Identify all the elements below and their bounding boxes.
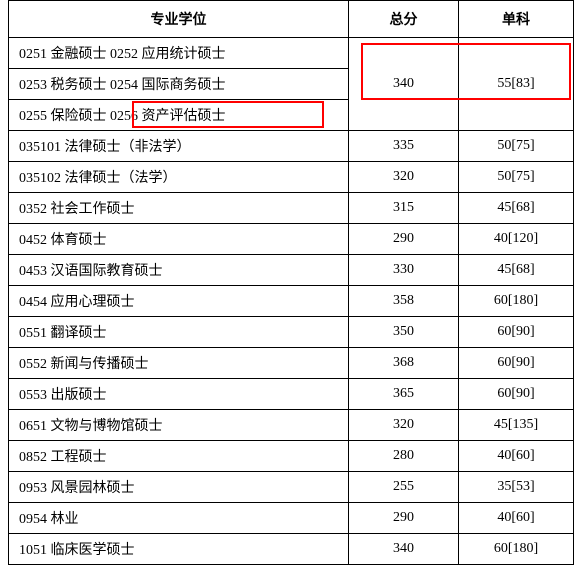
cell-major: 0452 体育硕士 xyxy=(9,224,349,255)
group-total: 340 xyxy=(349,38,459,131)
cell-total: 290 xyxy=(349,224,459,255)
cell-total: 290 xyxy=(349,503,459,534)
table-row: 0651 文物与博物馆硕士 320 45[135] xyxy=(9,410,574,441)
header-total: 总分 xyxy=(349,1,459,38)
table-row: 0552 新闻与传播硕士 368 60[90] xyxy=(9,348,574,379)
cell-sub: 60[180] xyxy=(459,534,574,565)
score-table: 专业学位 总分 单科 0251 金融硕士 0252 应用统计硕士 340 55[… xyxy=(8,0,574,565)
cell-total: 335 xyxy=(349,131,459,162)
cell-total: 320 xyxy=(349,162,459,193)
table-row: 0352 社会工作硕士 315 45[68] xyxy=(9,193,574,224)
cell-sub: 45[135] xyxy=(459,410,574,441)
cell-sub: 50[75] xyxy=(459,162,574,193)
table-row: 0452 体育硕士 290 40[120] xyxy=(9,224,574,255)
group-major-3: 0255 保险硕士 0256 资产评估硕士 xyxy=(9,100,349,131)
cell-total: 315 xyxy=(349,193,459,224)
cell-total: 255 xyxy=(349,472,459,503)
cell-major: 0552 新闻与传播硕士 xyxy=(9,348,349,379)
cell-sub: 45[68] xyxy=(459,255,574,286)
cell-total: 365 xyxy=(349,379,459,410)
table-row: 0553 出版硕士 365 60[90] xyxy=(9,379,574,410)
table-row: 0454 应用心理硕士 358 60[180] xyxy=(9,286,574,317)
cell-major: 035101 法律硕士（非法学） xyxy=(9,131,349,162)
group-sub: 55[83] xyxy=(459,38,574,131)
header-row: 专业学位 总分 单科 xyxy=(9,1,574,38)
table-row: 0953 风景园林硕士 255 35[53] xyxy=(9,472,574,503)
table-row: 0954 林业 290 40[60] xyxy=(9,503,574,534)
cell-total: 320 xyxy=(349,410,459,441)
cell-sub: 45[68] xyxy=(459,193,574,224)
cell-major: 0352 社会工作硕士 xyxy=(9,193,349,224)
table-row: 035101 法律硕士（非法学） 335 50[75] xyxy=(9,131,574,162)
group-row-1: 0251 金融硕士 0252 应用统计硕士 340 55[83] xyxy=(9,38,574,69)
cell-sub: 40[120] xyxy=(459,224,574,255)
header-sub: 单科 xyxy=(459,1,574,38)
cell-total: 340 xyxy=(349,534,459,565)
cell-sub: 40[60] xyxy=(459,503,574,534)
table-row: 035102 法律硕士（法学） 320 50[75] xyxy=(9,162,574,193)
cell-total: 350 xyxy=(349,317,459,348)
cell-sub: 60[90] xyxy=(459,348,574,379)
table-row: 0551 翻译硕士 350 60[90] xyxy=(9,317,574,348)
cell-major: 0454 应用心理硕士 xyxy=(9,286,349,317)
group-major-1: 0251 金融硕士 0252 应用统计硕士 xyxy=(9,38,349,69)
cell-sub: 60[180] xyxy=(459,286,574,317)
cell-major: 0553 出版硕士 xyxy=(9,379,349,410)
cell-total: 330 xyxy=(349,255,459,286)
table-row: 1051 临床医学硕士 340 60[180] xyxy=(9,534,574,565)
header-major: 专业学位 xyxy=(9,1,349,38)
table-row: 0852 工程硕士 280 40[60] xyxy=(9,441,574,472)
cell-total: 280 xyxy=(349,441,459,472)
table-row: 0453 汉语国际教育硕士 330 45[68] xyxy=(9,255,574,286)
cell-sub: 60[90] xyxy=(459,317,574,348)
cell-major: 0453 汉语国际教育硕士 xyxy=(9,255,349,286)
cell-total: 358 xyxy=(349,286,459,317)
cell-sub: 60[90] xyxy=(459,379,574,410)
cell-major: 0954 林业 xyxy=(9,503,349,534)
cell-sub: 50[75] xyxy=(459,131,574,162)
cell-major: 0651 文物与博物馆硕士 xyxy=(9,410,349,441)
cell-major: 0953 风景园林硕士 xyxy=(9,472,349,503)
group-major-2: 0253 税务硕士 0254 国际商务硕士 xyxy=(9,69,349,100)
cell-major: 035102 法律硕士（法学） xyxy=(9,162,349,193)
cell-total: 368 xyxy=(349,348,459,379)
cell-major: 0852 工程硕士 xyxy=(9,441,349,472)
table-container: 专业学位 总分 单科 0251 金融硕士 0252 应用统计硕士 340 55[… xyxy=(0,0,582,539)
cell-major: 0551 翻译硕士 xyxy=(9,317,349,348)
cell-sub: 40[60] xyxy=(459,441,574,472)
cell-major: 1051 临床医学硕士 xyxy=(9,534,349,565)
cell-sub: 35[53] xyxy=(459,472,574,503)
